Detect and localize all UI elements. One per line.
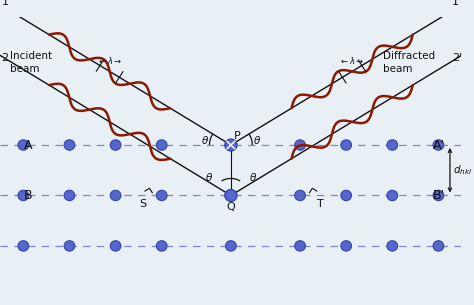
Circle shape [387,140,398,150]
Text: θ: θ [205,174,212,183]
Circle shape [433,241,444,251]
Circle shape [110,241,121,251]
Circle shape [387,190,398,201]
Circle shape [226,140,236,150]
Circle shape [387,241,398,251]
Circle shape [18,140,29,150]
Text: 2': 2' [452,52,463,63]
Circle shape [18,241,29,251]
Text: P: P [234,131,241,142]
Text: Diffracted
beam: Diffracted beam [383,51,435,74]
Circle shape [341,190,352,201]
Text: θ: θ [254,136,260,146]
Circle shape [110,190,121,201]
Circle shape [341,241,352,251]
Text: T: T [318,199,324,209]
Circle shape [295,190,305,201]
Text: Q: Q [227,202,235,212]
Text: θ: θ [201,136,208,146]
Text: B: B [24,189,32,202]
Circle shape [341,140,352,150]
Circle shape [226,241,236,251]
Text: 1: 1 [2,0,9,7]
Circle shape [18,190,29,201]
Circle shape [156,241,167,251]
Text: S: S [139,199,146,209]
Circle shape [64,140,75,150]
Circle shape [433,140,444,150]
Text: A': A' [432,138,445,152]
Circle shape [295,140,305,150]
Text: 2: 2 [1,52,8,63]
Circle shape [225,139,237,151]
Circle shape [295,241,305,251]
Circle shape [64,190,75,201]
Circle shape [64,241,75,251]
Text: $d_{hkl}$: $d_{hkl}$ [453,163,472,177]
Text: B': B' [432,189,445,202]
Text: $\leftarrow\lambda\rightarrow$: $\leftarrow\lambda\rightarrow$ [97,55,122,66]
Text: θ: θ [250,174,256,183]
Text: 1': 1' [452,0,463,7]
Text: Incident
beam: Incident beam [9,51,52,74]
Circle shape [433,190,444,201]
Circle shape [225,189,237,201]
Circle shape [226,190,236,201]
Circle shape [156,140,167,150]
Text: $\leftarrow\lambda\rightarrow$: $\leftarrow\lambda\rightarrow$ [339,55,365,66]
Circle shape [110,140,121,150]
Text: A: A [24,138,32,152]
Circle shape [156,190,167,201]
